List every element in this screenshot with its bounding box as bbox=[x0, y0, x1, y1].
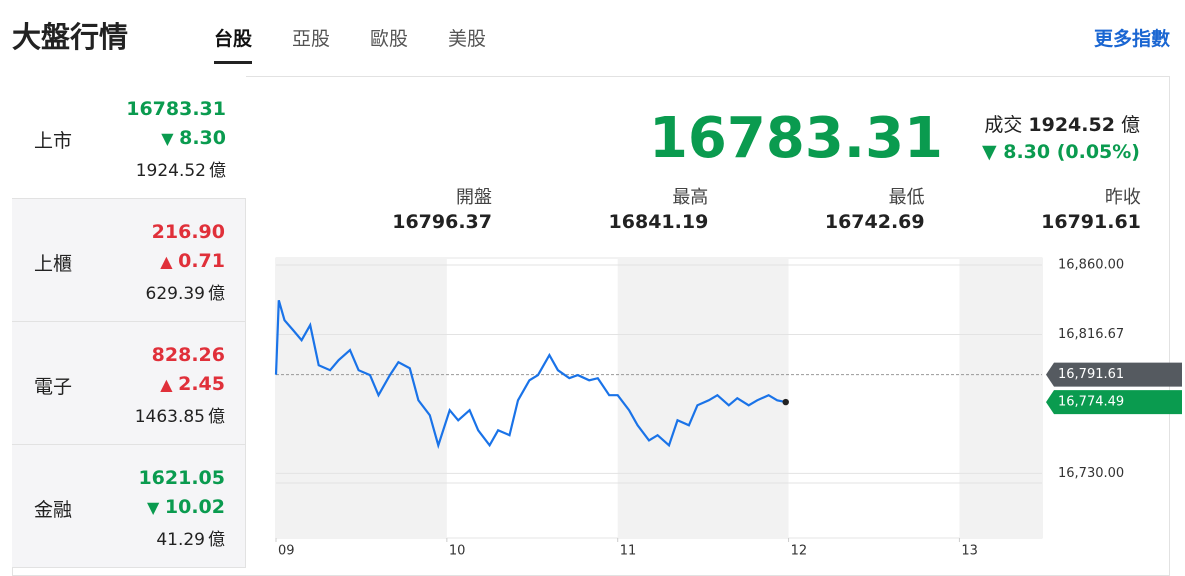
arrow: ▼ bbox=[981, 141, 997, 163]
x-tick-label: 12 bbox=[791, 544, 808, 559]
stat-label: 昨收 bbox=[1104, 187, 1141, 208]
market-row[interactable]: 上市 16783.31 ▼ 8.30 1924.52 億 bbox=[12, 76, 246, 199]
market-row[interactable]: 上櫃 216.90 ▲ 0.71 629.39 億 bbox=[12, 199, 246, 322]
arrow: ▲ bbox=[160, 375, 179, 394]
x-tick-label: 13 bbox=[961, 544, 978, 559]
session-band bbox=[959, 258, 1042, 538]
stat-label: 開盤 bbox=[456, 187, 492, 208]
stat-value: 16796.37 bbox=[392, 211, 492, 233]
market-row[interactable]: 金融 1621.05 ▼ 10.02 41.29 億 bbox=[12, 445, 246, 568]
y-tick-label: 16,860.00 bbox=[1058, 258, 1124, 273]
change-value: 0.71 bbox=[178, 250, 225, 272]
tab[interactable]: 台股 bbox=[214, 24, 253, 64]
volume-value: 1463.85 bbox=[134, 407, 205, 427]
market-price: 828.26 bbox=[151, 344, 225, 366]
market-name: 電子 bbox=[34, 376, 73, 398]
more-link[interactable]: 更多指數 bbox=[1093, 28, 1170, 50]
market-volume: 1463.85 億 bbox=[135, 402, 225, 427]
volume-value: 41.29 bbox=[156, 530, 205, 550]
arrow: ▼ bbox=[147, 498, 165, 517]
market-name: 上櫃 bbox=[34, 253, 73, 275]
volume-value: 629.39 bbox=[145, 284, 205, 304]
market-change: ▲ 2.45 bbox=[160, 373, 225, 395]
unit: 億 bbox=[208, 284, 225, 304]
unit: 億 bbox=[208, 530, 225, 550]
tab[interactable]: 亞股 bbox=[292, 28, 331, 50]
arrow: ▼ bbox=[161, 129, 180, 148]
index-change: ▼ 8.30 (0.05%) bbox=[982, 141, 1140, 163]
market-price: 216.90 bbox=[151, 221, 225, 243]
price-tag bbox=[1046, 362, 1182, 387]
x-tick-label: 11 bbox=[620, 544, 637, 559]
price-tag bbox=[1046, 390, 1182, 415]
turnover: 成交 1924.52 億 bbox=[984, 110, 1140, 137]
x-tick-label: 09 bbox=[278, 544, 295, 559]
session-band bbox=[276, 258, 447, 538]
stat-value: 16841.19 bbox=[608, 211, 709, 233]
change-value: 2.45 bbox=[178, 373, 225, 395]
tab[interactable]: 歐股 bbox=[370, 28, 409, 50]
tab[interactable]: 美股 bbox=[448, 28, 487, 50]
index-price: 16783.31 bbox=[648, 106, 943, 171]
market-change: ▼ 10.02 bbox=[147, 496, 225, 518]
market-name: 金融 bbox=[34, 499, 73, 521]
x-tick-label: 10 bbox=[449, 544, 466, 559]
stat-label: 最高 bbox=[672, 187, 709, 208]
unit: 億 bbox=[208, 407, 225, 427]
stat-label: 最低 bbox=[888, 187, 925, 208]
unit: 億 bbox=[209, 161, 226, 181]
chart: 09 10 11 12 13 16,860.00 16,816.67 16,730.00 16,… bbox=[274, 257, 1182, 559]
market-change: ▼ 8.30 bbox=[161, 127, 226, 149]
market-volume: 629.39 億 bbox=[146, 279, 225, 304]
market-price: 1621.05 bbox=[138, 467, 225, 489]
y-tick-label: 16,730.00 bbox=[1058, 466, 1124, 481]
market-name: 上市 bbox=[34, 130, 73, 152]
market-volume: 1924.52 億 bbox=[136, 156, 226, 181]
turnover-label: 成交 bbox=[984, 114, 1023, 136]
turnover-value: 1924.52 bbox=[1028, 114, 1115, 136]
page-title: 大盤行情 bbox=[12, 20, 129, 54]
price-line bbox=[274, 299, 786, 450]
change-value: 10.02 bbox=[164, 496, 225, 518]
price-tag-label: 16,791.61 bbox=[1058, 367, 1124, 382]
market-change: ▲ 0.71 bbox=[160, 250, 225, 272]
stat-value: 16742.69 bbox=[824, 211, 925, 233]
change-value: 8.30 (0.05%) bbox=[1003, 141, 1140, 163]
market-price: 16783.31 bbox=[126, 98, 226, 120]
unit: 億 bbox=[1120, 114, 1140, 136]
last-point bbox=[782, 398, 789, 406]
change-value: 8.30 bbox=[179, 127, 226, 149]
arrow: ▲ bbox=[160, 252, 179, 271]
market-row[interactable]: 電子 828.26 ▲ 2.45 1463.85 億 bbox=[12, 322, 246, 445]
y-tick-label: 16,816.67 bbox=[1058, 327, 1124, 342]
stat-value: 16791.61 bbox=[1041, 211, 1141, 233]
market-volume: 41.29 億 bbox=[156, 525, 225, 550]
price-tag-label: 16,774.49 bbox=[1058, 395, 1124, 410]
volume-value: 1924.52 bbox=[135, 161, 206, 181]
